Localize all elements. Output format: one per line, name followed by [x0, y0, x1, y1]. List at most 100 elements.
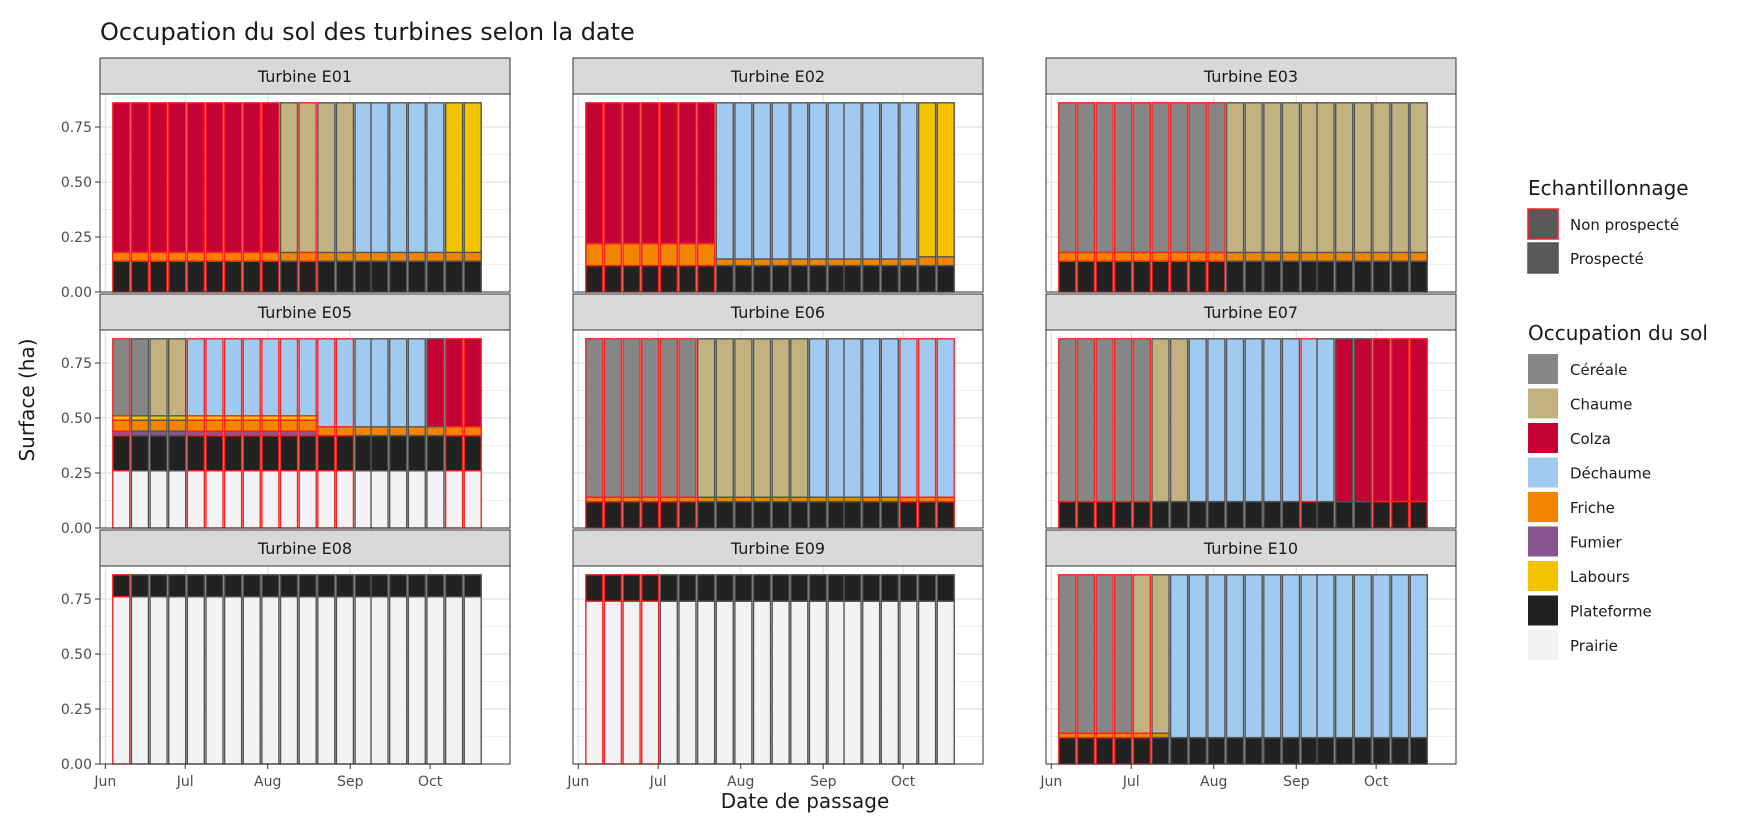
bar-segment [1409, 574, 1428, 739]
bar-segment [880, 600, 900, 765]
bar-segment [168, 102, 187, 254]
bar-segment [1188, 102, 1207, 254]
bar-segment [790, 574, 809, 602]
bar-segment [261, 419, 280, 432]
bar-segment [1334, 251, 1354, 262]
bar-segment [827, 102, 846, 260]
bar-segment [335, 596, 355, 765]
bar-segment [223, 338, 243, 417]
bar-segment [899, 338, 918, 498]
bar-segment [205, 260, 224, 293]
bar-segment [678, 338, 697, 498]
bar-segment [603, 500, 623, 529]
bar-segment [696, 500, 716, 529]
bar-segment [388, 251, 408, 262]
bar-segment [861, 500, 881, 529]
bar-segment [242, 434, 261, 472]
bar-segment [168, 338, 187, 417]
bar-segment [827, 338, 846, 498]
bar-segment [1372, 500, 1391, 529]
bar-segment [1263, 102, 1282, 254]
bar-segment [1169, 102, 1189, 254]
x-tick-label: Jun [566, 774, 589, 790]
bar-segment [622, 242, 641, 267]
bar-segment [242, 470, 261, 529]
bar-segment [298, 102, 317, 254]
bar-segment [1058, 338, 1077, 503]
y-tick-label: 0.50 [61, 411, 92, 427]
bar-segment [388, 596, 408, 765]
bar-segment [917, 338, 937, 498]
bar-segment [1132, 574, 1152, 734]
bar-segment [298, 470, 317, 529]
bar-segment [734, 600, 753, 765]
facet-title: Turbine E01 [257, 67, 352, 86]
bar-segment [603, 264, 623, 293]
bar-segment [936, 338, 955, 498]
legend-label: Non prospecté [1570, 216, 1679, 234]
bar-segment [298, 251, 317, 262]
bar-segment [370, 596, 389, 765]
bar-segment [112, 260, 131, 293]
bar-segment [899, 600, 918, 765]
bar-segment [261, 260, 280, 293]
bar-segment [426, 426, 445, 437]
bar-segment [463, 596, 482, 765]
bar-segment [1188, 251, 1207, 262]
bar-segment [279, 102, 299, 254]
facet-strip [1045, 57, 1457, 95]
bar-segment [696, 338, 716, 498]
bar-segment [861, 264, 881, 293]
bar-segment [585, 600, 604, 765]
panel-border [99, 329, 511, 529]
bar-segment [715, 258, 734, 267]
bar-segment [463, 338, 482, 428]
bar-segment [585, 500, 604, 529]
bar-segment [223, 260, 243, 293]
bar-segment [370, 260, 389, 293]
bar-segment [1225, 500, 1245, 529]
bar-segment [261, 574, 280, 598]
bar-segment [242, 260, 261, 293]
bar-segment [205, 434, 224, 472]
bar-segment [370, 426, 389, 437]
bar-segment [1095, 251, 1114, 262]
bar-segment [279, 596, 299, 765]
bar-segment [1114, 338, 1133, 503]
bar-segment [1169, 500, 1189, 529]
bar-segment [279, 434, 299, 472]
bar-segment [426, 574, 445, 598]
bar-segment [752, 102, 772, 260]
bar-segment [861, 102, 881, 260]
bar-segment [827, 264, 846, 293]
bar-segment [659, 600, 679, 765]
bar-segment [678, 242, 697, 267]
bar-segment [223, 251, 243, 262]
bar-segment [298, 596, 317, 765]
bar-segment [426, 338, 445, 428]
x-tick-label: Sep [810, 774, 837, 790]
bar-segment [388, 470, 408, 529]
bar-segment [1353, 251, 1373, 262]
bar-segment [1244, 260, 1263, 293]
bar-segment [1244, 102, 1263, 254]
panel-border [572, 93, 984, 293]
bar-segment [317, 434, 336, 472]
bar-segment [603, 574, 623, 602]
bar-segment [426, 102, 445, 254]
facet-panel: Turbine E06 [572, 293, 984, 529]
bar-segment [112, 574, 131, 598]
y-tick-label: 0.75 [61, 120, 92, 136]
bar-segment [130, 260, 150, 293]
bar-segment [223, 470, 243, 529]
bar-segment [335, 260, 355, 293]
bar-segment [298, 338, 317, 417]
bar-segment [880, 258, 900, 267]
bar-segment [1334, 338, 1354, 503]
legend-label: Friche [1570, 499, 1615, 517]
bar-segment [388, 426, 408, 437]
bar-segment [696, 102, 716, 245]
bar-segment [1132, 736, 1152, 765]
bar-segment [1281, 251, 1301, 262]
bar-segment [1207, 102, 1226, 254]
